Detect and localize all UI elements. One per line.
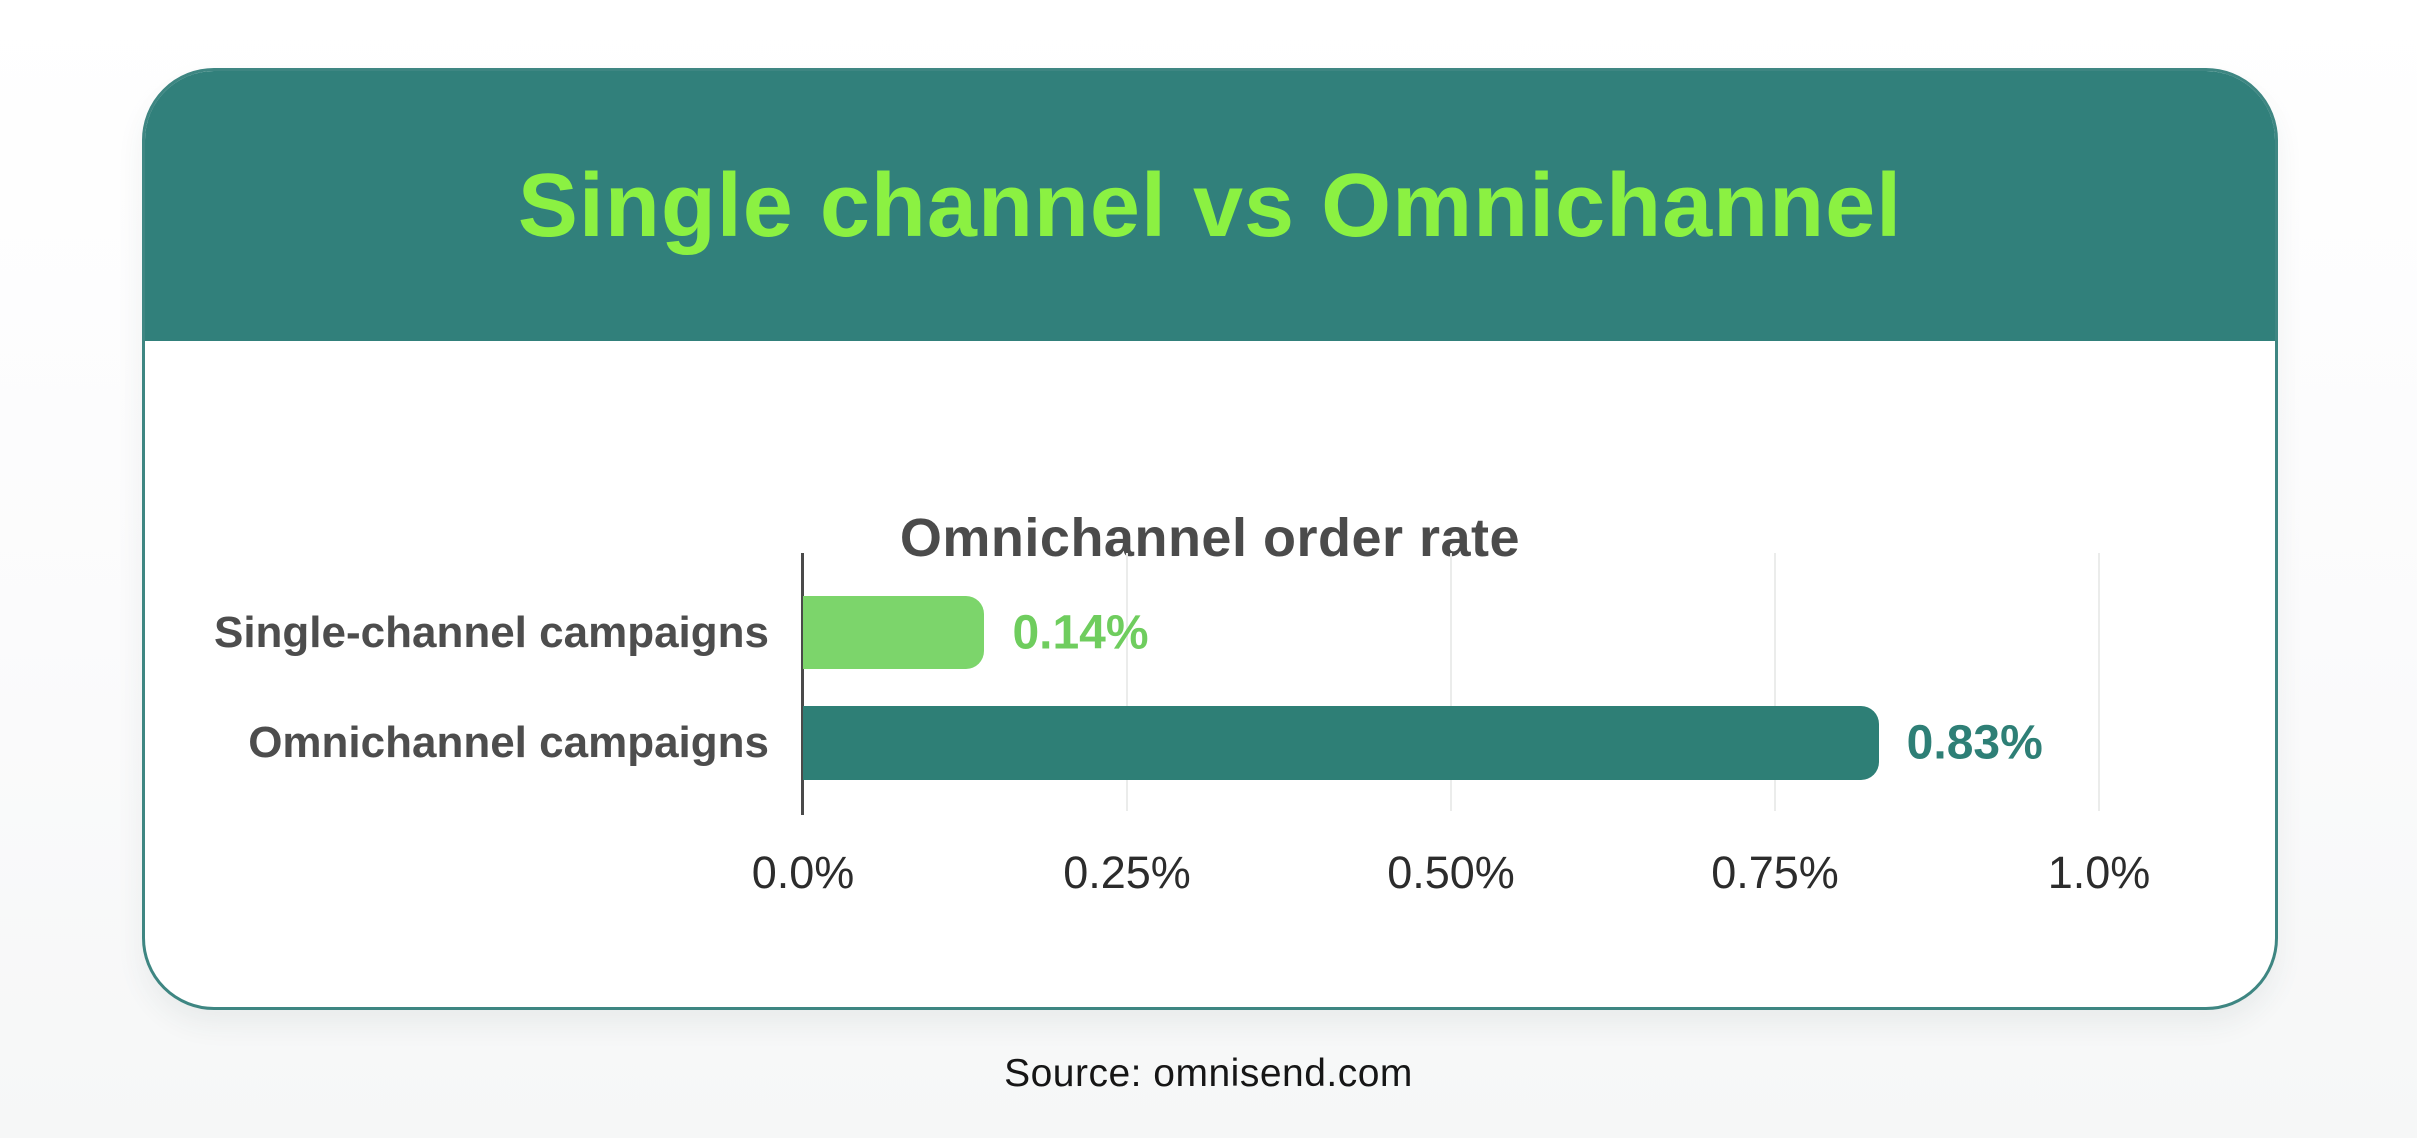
x-axis-ticks: 0.0% 0.25% 0.50% 0.75% 1.0% xyxy=(752,847,2151,899)
gridline xyxy=(1450,553,1452,811)
source-text: Source: omnisend.com xyxy=(1004,1052,1413,1095)
bar-value-label: 0.14% xyxy=(1012,606,1149,659)
bar-value-label: 0.83% xyxy=(1906,716,2043,770)
header-banner: Single channel vs Omnichannel xyxy=(145,71,2275,341)
x-tick-label: 1.0% xyxy=(2047,847,2151,898)
gridline xyxy=(1774,553,1776,811)
gridline xyxy=(2098,553,2100,811)
page-title: Single channel vs Omnichannel xyxy=(517,155,1903,256)
infographic-card: Single channel vs Omnichannel Omnichanne… xyxy=(142,68,2278,1010)
category-label: Single-channel campaigns xyxy=(213,607,769,657)
category-label: Omnichannel campaigns xyxy=(248,718,769,767)
bar xyxy=(803,706,1879,780)
plot-area: Single-channel campaigns 0.14% Omnichannel… xyxy=(214,553,2100,815)
bar xyxy=(803,596,985,669)
y-axis-line xyxy=(801,553,804,815)
x-tick-label: 0.75% xyxy=(1711,847,1839,898)
chart-title: Omnichannel order rate xyxy=(899,508,1521,568)
x-tick-label: 0.25% xyxy=(1063,847,1191,898)
gridline xyxy=(1126,553,1128,811)
x-tick-label: 0.0% xyxy=(751,847,855,898)
x-tick-label: 0.50% xyxy=(1387,847,1515,898)
